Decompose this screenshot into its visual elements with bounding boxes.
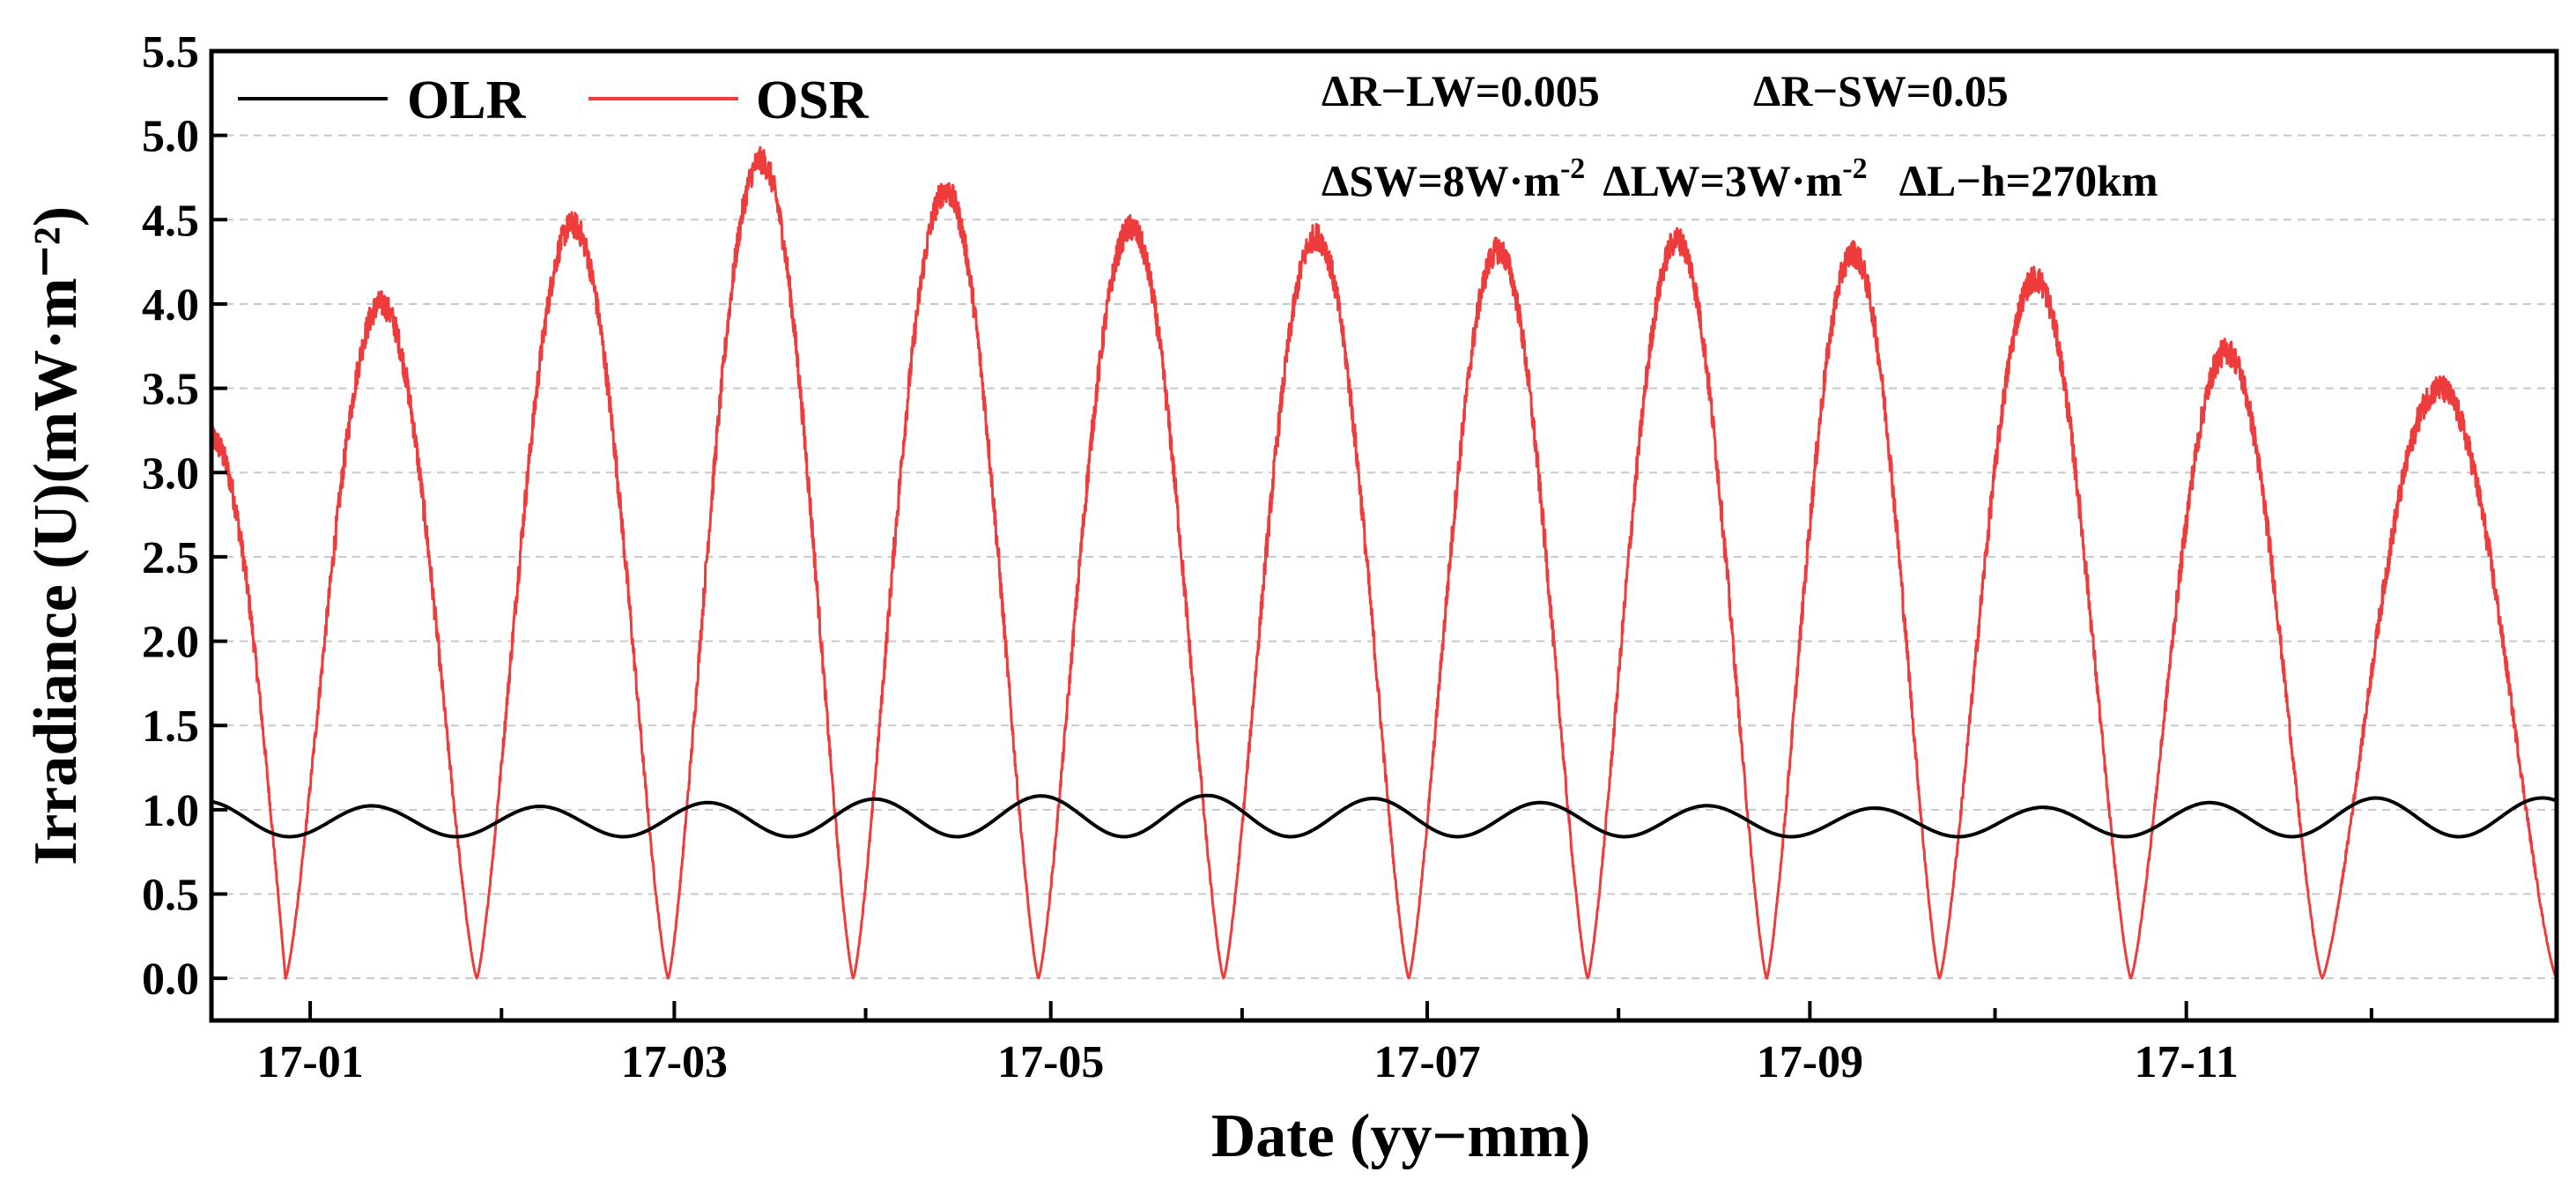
y-axis-title: Irradiance (U)(mW·m⁻²) — [22, 206, 90, 865]
osr-series-line — [210, 145, 2558, 980]
olr-series-line — [211, 793, 2557, 839]
y-tick-label: 3.5 — [142, 365, 199, 415]
x-tick-label: 17-09 — [1757, 1037, 1863, 1087]
annotation-lw-exponent: -2 — [1842, 152, 1867, 185]
x-axis: 17-01 17-03 17-05 17-07 17-09 17-11 — [256, 1001, 2373, 1087]
x-tick-label: 17-07 — [1373, 1037, 1480, 1087]
y-tick-label: 5.5 — [142, 27, 199, 78]
annotation-delta-l-h: ΔL−h=270km — [1899, 156, 2158, 205]
y-tick-label: 4.5 — [142, 196, 199, 246]
x-axis-title: Date (yy−mm) — [1211, 1102, 1591, 1170]
annotation-delta-r-lw: ΔR−LW=0.005 — [1321, 66, 1600, 115]
x-tick-label: 17-01 — [256, 1037, 363, 1087]
legend-label-osr: OSR — [756, 70, 870, 130]
y-tick-label: 2.0 — [142, 618, 199, 668]
annotation-delta-r-sw: ΔR−SW=0.05 — [1753, 66, 2009, 115]
legend-label-olr: OLR — [407, 70, 527, 130]
legend: OLR OSR — [238, 70, 870, 130]
annotation-sw-exponent: -2 — [1560, 152, 1585, 185]
annotation-line2: ΔSW=8W·m-2 ΔLW=3W·m-2 ΔL−h=270km — [1321, 152, 2158, 205]
annotation-delta-lw: ΔLW=3W·m — [1603, 156, 1842, 205]
y-tick-label: 0.5 — [142, 871, 199, 921]
y-tick-label: 4.0 — [142, 280, 199, 330]
y-tick-label: 5.0 — [142, 112, 199, 162]
y-tick-label: 2.5 — [142, 533, 199, 583]
x-tick-label: 17-03 — [621, 1037, 728, 1087]
grid-lines — [211, 134, 2557, 980]
x-tick-label: 17-05 — [997, 1037, 1104, 1087]
y-tick-label: 1.0 — [142, 786, 199, 836]
y-tick-label: 3.0 — [142, 449, 199, 499]
x-tick-label: 17-11 — [2134, 1037, 2238, 1087]
plot-frame — [209, 48, 2559, 1023]
series-group — [210, 145, 2558, 980]
annotation-delta-sw: ΔSW=8W·m — [1321, 156, 1560, 205]
y-tick-label: 1.5 — [142, 701, 199, 752]
y-tick-label: 0.0 — [142, 954, 199, 1005]
parameter-annotations: ΔR−LW=0.005 ΔR−SW=0.05 ΔSW=8W·m-2 ΔLW=3W·… — [1321, 66, 2158, 205]
y-axis: 0.0 0.5 1.0 1.5 2.0 2.5 3.0 3.5 4.0 4.5 5.0 5.5 — [142, 27, 227, 1005]
